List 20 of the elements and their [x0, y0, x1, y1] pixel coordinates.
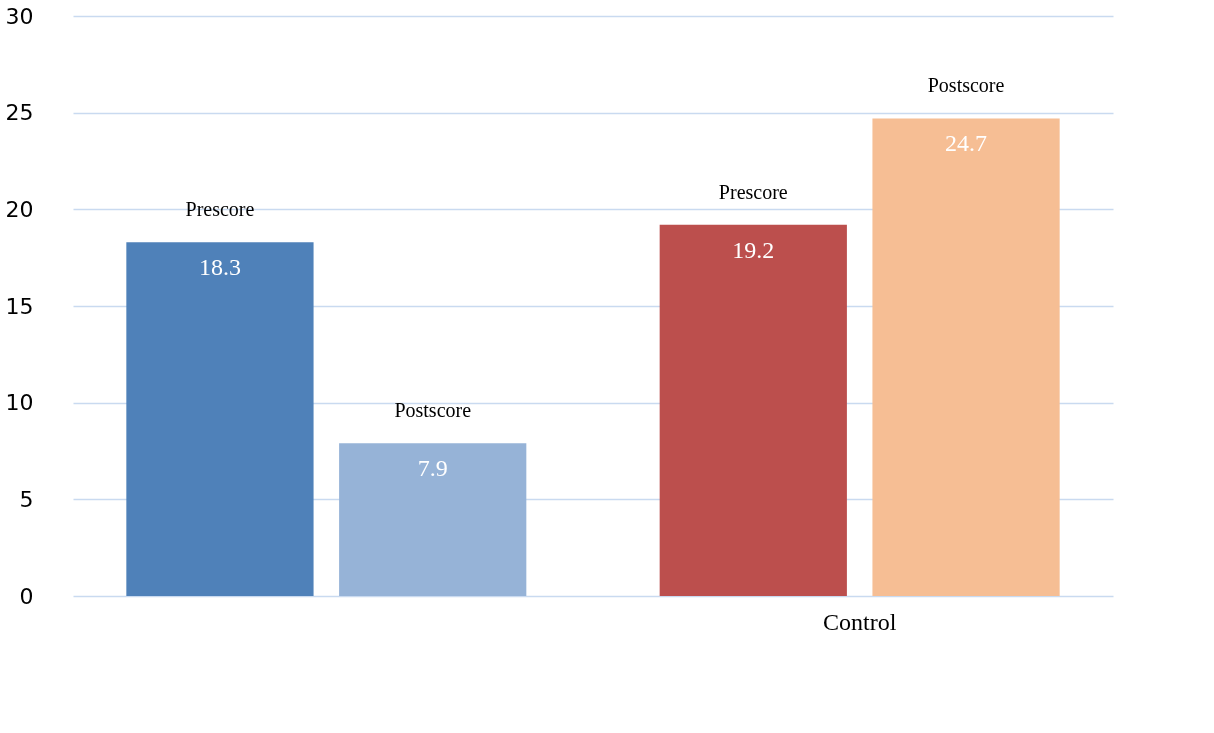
bar [872, 118, 1060, 596]
series-label: Postscore [394, 399, 472, 422]
y-tick-label: 20 [5, 196, 34, 222]
text: Postscore [927, 74, 1005, 97]
x-tick-label: Control [822, 608, 897, 635]
data-label: 24.7 [945, 130, 988, 157]
y-tick-label: 30 [5, 3, 34, 29]
bar [339, 443, 527, 596]
data-label: 19.2 [732, 236, 775, 263]
y-tick-label: 0 [19, 583, 34, 609]
text: Prescore [718, 180, 788, 203]
bar [126, 242, 314, 596]
y-tick-label: 5 [19, 486, 34, 512]
series-label: Prescore [185, 198, 255, 221]
y-tick-label: 25 [5, 100, 34, 126]
data-label: 7.9 [417, 455, 448, 482]
y-tick-label: 15 [5, 293, 34, 319]
y-tick-label: 10 [5, 390, 34, 416]
bar [659, 224, 847, 596]
data-label: 18.3 [198, 254, 241, 281]
